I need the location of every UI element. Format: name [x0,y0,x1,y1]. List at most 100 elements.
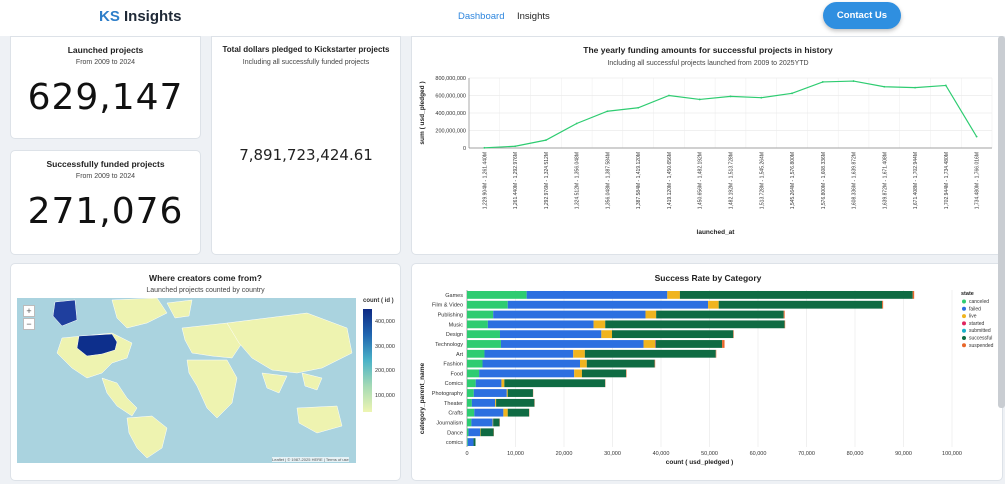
yearly-funding-chart[interactable]: The yearly funding amounts for successfu… [412,37,1004,256]
bar-segment-successful [612,330,734,339]
bar-segment-canceled [467,389,474,397]
map-zoom-out-button[interactable]: − [23,318,35,330]
legend-label: successful [969,336,992,342]
brand-logo[interactable]: KS Insights [99,8,182,25]
x-tick-label: 1,419.120M - 1,450.656M [667,152,673,209]
line-point [791,92,793,95]
y-tick-label: Art [456,352,464,358]
line-point [575,122,578,125]
line-point [944,84,947,87]
bar-segment-live [573,349,585,358]
y-tick-label: Fashion [443,362,463,368]
contact-us-button[interactable]: Contact Us [823,2,901,29]
y-tick-label: Theater [444,401,463,407]
bar-segment-canceled [467,330,500,339]
y-tick-label: 600,000,000 [435,94,466,100]
page-scrollbar[interactable] [998,36,1005,408]
legend-marker-successful [962,336,966,340]
legend-marker-failed [962,306,966,311]
y-tick-label: 800,000,000 [435,76,466,82]
map-legend-gradient [363,309,372,412]
y-tick-label: Photography [432,391,463,397]
line-point [606,110,609,113]
y-tick-label: Design [446,332,463,338]
launched-projects-card: Launched projects From 2009 to 2024 629,… [10,36,201,139]
bar-segment-successful [480,428,494,437]
bar-segment-canceled [467,418,472,427]
bar-segment-failed [526,291,668,299]
bar-segment-successful [655,340,723,348]
x-axis-title: count ( usd_pledged ) [666,459,734,466]
bar-segment-successful [504,379,606,388]
x-axis-title: launched_at [697,229,736,236]
launched-sub: From 2009 to 2024 [75,59,136,66]
line-chart-subtitle: Including all successful projects launch… [607,60,808,67]
bar-segment-canceled [467,369,480,378]
legend-marker-suspended [962,343,966,348]
success-rate-card: Success Rate by Category 0 10,000 20,000 30,… [411,263,1003,481]
line-point [483,146,486,149]
nav-dashboard[interactable]: Dashboard [458,11,505,22]
bar-segment-failed [471,398,496,407]
bar-segment-successful [605,320,785,329]
x-tick-label: 1,608.336M - 1,639.872M [852,152,858,209]
x-tick-label: 50,000 [701,451,718,457]
line-point [729,95,732,98]
line-point [698,98,701,101]
x-tick-label: 1,513.728M - 1,545.264M [759,152,765,209]
map-zoom-in-button[interactable]: + [23,305,35,317]
map-legend-title: count ( id ) [363,298,394,304]
bar-segment-live [593,320,606,329]
y-tick-label: Dance [447,430,463,436]
y-tick-label: Film & Video [432,303,463,309]
map-attribution[interactable]: Leaflet | © 1987-2025 HERE | Terms of us… [272,457,349,462]
bar-segment-failed [468,428,481,437]
bar-segment-live [645,310,657,319]
nav-insights[interactable]: Insights [517,11,550,22]
map-title: Where creators come from? [149,273,262,283]
funded-title: Successfully funded projects [46,159,165,169]
bar-segment-canceled [467,359,483,368]
x-tick-label: 60,000 [750,451,767,457]
funded-value: 271,076 [27,191,184,232]
x-tick-label: 1,639.872M - 1,671.408M [882,152,888,209]
line-point [914,86,916,89]
bar-segment-failed [479,369,575,378]
x-tick-label: 40,000 [653,451,670,457]
bar-segment-canceled [467,379,476,388]
x-tick-label: 100,000 [942,451,962,457]
bar-segment-failed [487,320,594,329]
x-tick-label: 0 [465,451,468,457]
x-tick-label: 20,000 [556,451,573,457]
y-axis-title: category_parent_name [419,363,426,435]
bar-segment-failed [473,389,507,397]
brand-name: Insights [119,8,182,25]
legend-label: canceled [969,299,989,305]
y-tick-label: Comics [445,381,464,387]
bar-segment-successful [718,300,883,309]
pledged-sub: Including all successfully funded projec… [242,59,370,66]
bar-segment-suspended [783,310,785,319]
bar-segment-canceled [467,398,472,407]
x-tick-label: 1,545.264M - 1,576.800M [790,152,796,209]
success-rate-chart[interactable]: Success Rate by Category 0 10,000 20,000 30,… [412,264,1004,482]
top-navbar: KS Insights Dashboard Insights Contact U… [0,0,1005,36]
y-tick-label: Crafts [448,411,463,417]
y-tick-label: comics [446,440,463,446]
x-tick-label: 1,702.944M - 1,734.480M [944,152,950,209]
x-tick-label: 1,671.408M - 1,702.944M [913,152,919,209]
launched-value: 629,147 [27,77,184,118]
x-tick-label: 1,292.976M - 1,324.512M [544,152,550,209]
x-tick-label: 1,387.584M - 1,419.120M [636,152,642,209]
y-axis-title: sum ( usd_pledged ) [419,81,426,144]
bar-segment-live [506,389,508,397]
map-legend-ticks: 400,000 300,000 200,000 100,000 [375,310,395,408]
bar-segment-live [667,291,680,299]
funded-sub: From 2009 to 2024 [75,173,136,180]
bar-segment-failed [499,330,602,339]
x-tick-label: 1,229.904M - 1,261.440M [482,152,488,209]
bar-segment-successful [496,398,535,407]
world-choropleth-map[interactable] [17,298,356,463]
bar-segment-canceled [467,320,488,329]
legend-label: suspended [969,343,994,349]
